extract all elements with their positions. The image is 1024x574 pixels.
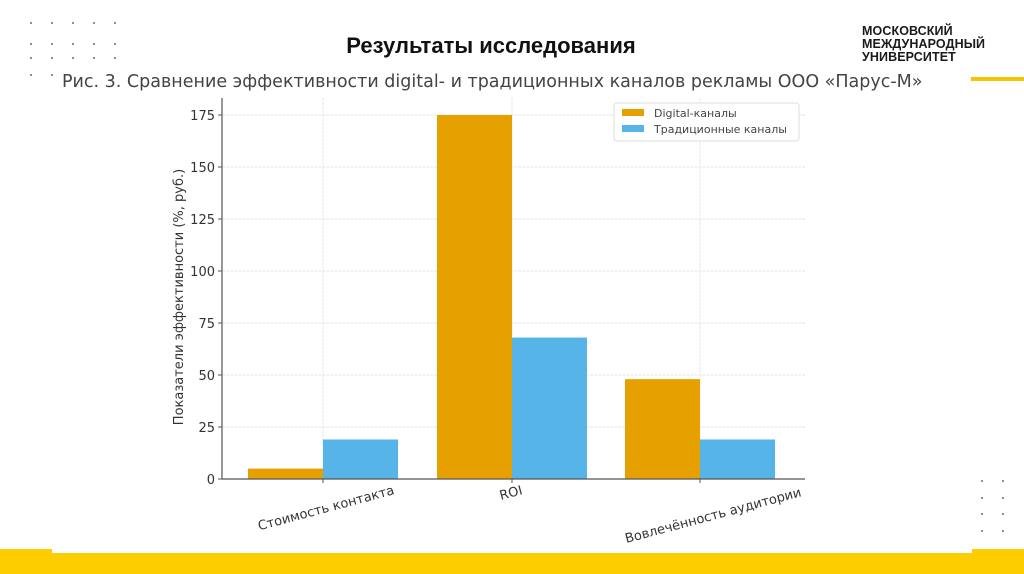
logo-line-1: МОСКОВСКИЙ bbox=[862, 24, 953, 38]
dot bbox=[981, 513, 983, 515]
bar-digital bbox=[625, 379, 700, 479]
dot bbox=[93, 22, 95, 24]
bar-digital bbox=[437, 115, 512, 479]
x-tick-label: Вовлечённость аудитории bbox=[624, 485, 803, 547]
legend-swatch bbox=[622, 125, 644, 132]
dot bbox=[1002, 530, 1004, 532]
chart-legend: Digital-каналы Традиционные каналы bbox=[613, 102, 800, 142]
y-tick-label: 100 bbox=[190, 265, 215, 280]
y-tick-label: 175 bbox=[190, 109, 215, 124]
legend-label: Традиционные каналы bbox=[653, 123, 787, 136]
dot bbox=[981, 497, 983, 499]
dot bbox=[72, 22, 74, 24]
legend-swatch bbox=[622, 109, 644, 116]
y-tick-label: 25 bbox=[198, 421, 215, 436]
dot bbox=[1002, 497, 1004, 499]
figure-caption: Рис. 3. Сравнение эффективности digital-… bbox=[62, 72, 923, 92]
dot bbox=[114, 57, 116, 59]
x-tick-label: ROI bbox=[498, 483, 524, 503]
dot bbox=[981, 530, 983, 532]
dot bbox=[981, 480, 983, 482]
dot bbox=[114, 22, 116, 24]
footer-accent-notch-right bbox=[972, 549, 1024, 554]
dot bbox=[51, 74, 53, 76]
y-tick-label: 0 bbox=[207, 473, 215, 488]
dot bbox=[51, 57, 53, 59]
dot bbox=[93, 43, 95, 45]
dot bbox=[72, 43, 74, 45]
chart-axes bbox=[221, 98, 805, 480]
dot bbox=[93, 57, 95, 59]
dot bbox=[114, 43, 116, 45]
x-axis-ticks: Стоимость контакта ROI Вовлечённость аудит… bbox=[256, 479, 803, 547]
y-tick-label: 75 bbox=[198, 317, 215, 332]
footer-accent-bar bbox=[0, 553, 1024, 574]
y-tick-label: 50 bbox=[198, 369, 215, 384]
bar-digital bbox=[248, 468, 323, 479]
y-tick-label: 150 bbox=[190, 161, 215, 176]
dot bbox=[51, 43, 53, 45]
dot bbox=[1002, 513, 1004, 515]
logo-accent-bar bbox=[971, 77, 1024, 81]
bar-traditional bbox=[512, 337, 587, 479]
logo-line-3: УНИВЕРСИТЕТ bbox=[862, 50, 956, 64]
dot bbox=[51, 22, 53, 24]
legend-box bbox=[613, 102, 800, 142]
dot bbox=[72, 57, 74, 59]
bar-traditional bbox=[700, 439, 775, 479]
y-tick-label: 125 bbox=[190, 213, 215, 228]
x-tick-label: Стоимость контакта bbox=[256, 483, 396, 534]
chart-bars bbox=[248, 115, 775, 479]
y-axis-label: Показатели эффективности (%, руб.) bbox=[172, 169, 187, 425]
footer-accent-notch-left bbox=[0, 549, 52, 554]
university-logo: МОСКОВСКИЙ МЕЖДУНАРОДНЫЙ УНИВЕРСИТЕТ bbox=[862, 25, 985, 64]
logo-line-2: МЕЖДУНАРОДНЫЙ bbox=[862, 37, 986, 51]
dot bbox=[30, 57, 32, 59]
dot bbox=[30, 22, 32, 24]
slide-title: Результаты исследования bbox=[346, 33, 636, 58]
legend-label: Digital-каналы bbox=[654, 107, 737, 120]
y-axis-ticks: 0 25 50 75 100 125 150 175 bbox=[190, 109, 222, 488]
bar-traditional bbox=[323, 439, 398, 479]
dot bbox=[1002, 480, 1004, 482]
dot bbox=[30, 74, 32, 76]
dot bbox=[30, 43, 32, 45]
